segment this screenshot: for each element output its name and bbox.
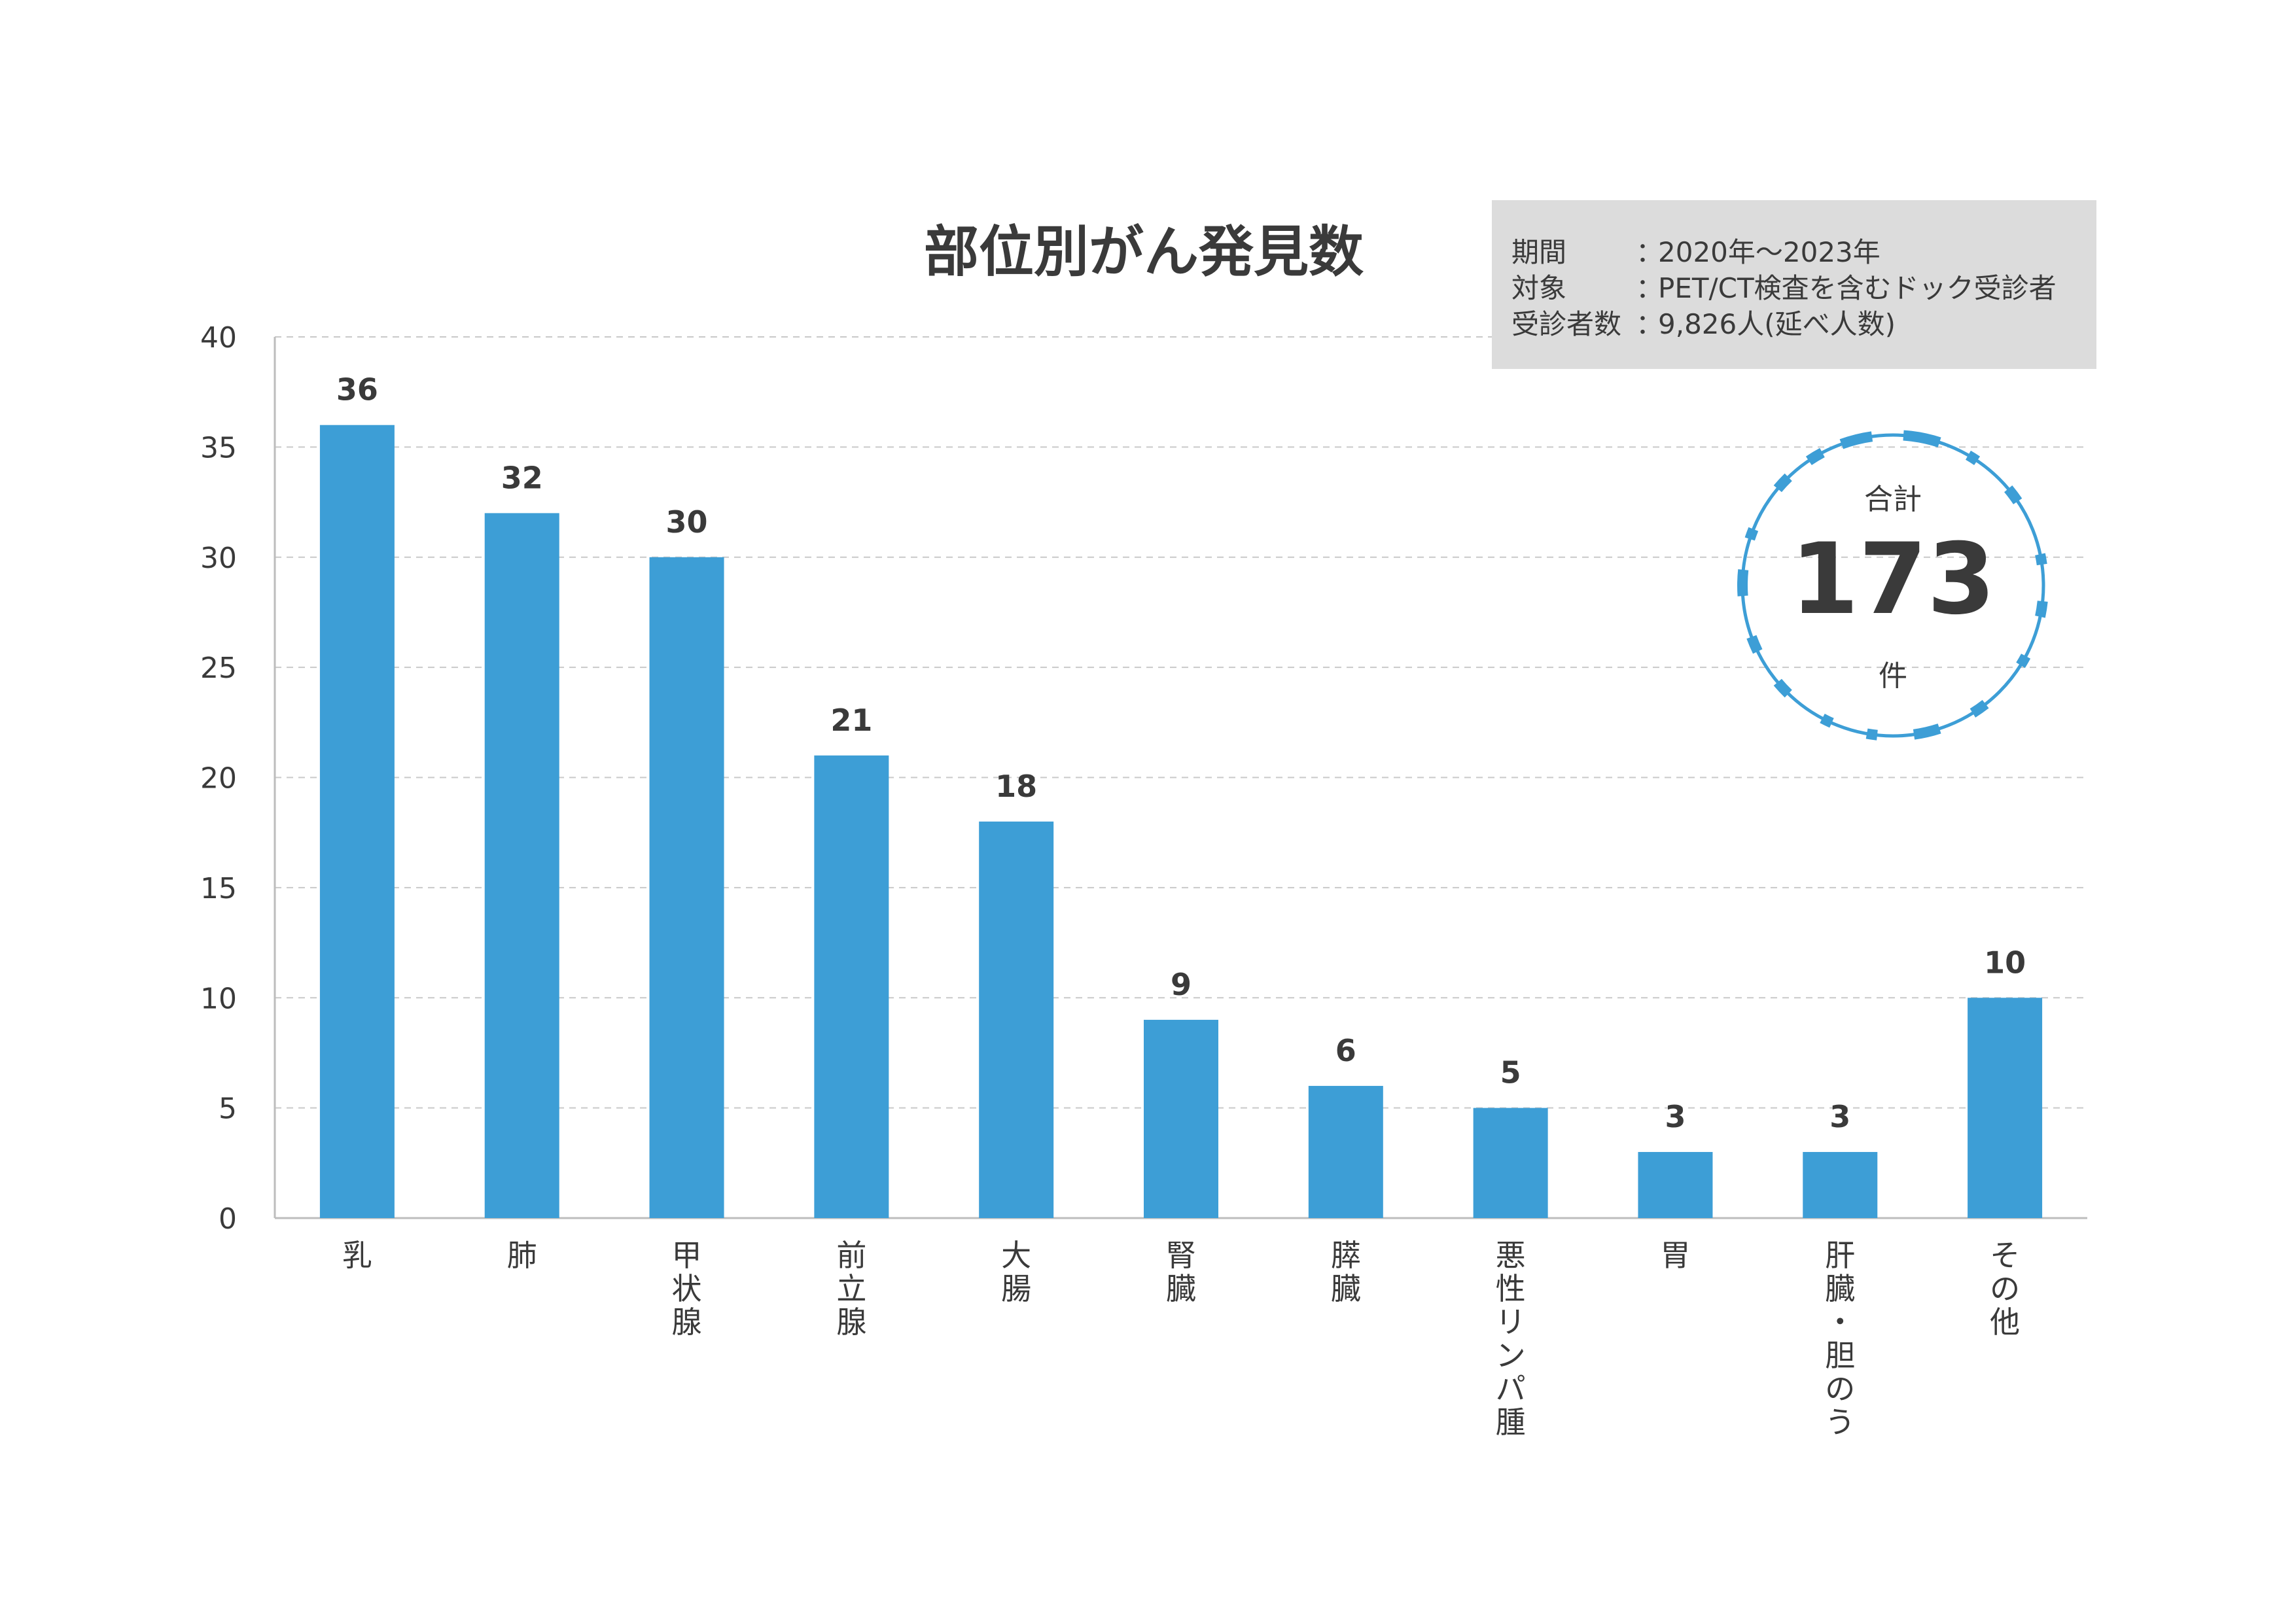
info-sep: ： [1636, 236, 1664, 268]
info-label: 期間 [1511, 236, 1567, 268]
ring-accent [2035, 601, 2048, 618]
info-row-period: 期間 ： 2020年〜2023年 [1511, 234, 2096, 270]
bar-value-label: 9 [1171, 967, 1192, 1002]
category-label: 甲状腺 [672, 1238, 702, 1340]
ring-accent [1969, 699, 1989, 718]
bar-value-label: 36 [336, 372, 378, 408]
ring-accent [1773, 678, 1792, 698]
info-value: PET/CT検査を含むドック受診者 [1658, 272, 2057, 304]
y-tick-label: 20 [200, 762, 237, 795]
y-tick-label: 30 [200, 542, 237, 575]
ring-accent [1865, 728, 1878, 741]
ring-accent [2035, 553, 2047, 566]
info-row-target: 対象 ： PET/CT検査を含むドック受診者 [1511, 270, 2096, 306]
total-label: 合計 [1864, 483, 1922, 516]
ring-accent [1746, 635, 1763, 654]
y-tick-label: 25 [200, 652, 237, 685]
bar [1144, 1019, 1218, 1218]
total-unit: 件 [1879, 659, 1907, 693]
bars [319, 425, 2043, 1219]
chart-title: 部位別がん発見数 [924, 220, 1364, 284]
category-label: その他 [1990, 1238, 2020, 1340]
ring-accent [1913, 724, 1941, 740]
y-tick-label: 5 [219, 1092, 237, 1126]
bar [1473, 1108, 1548, 1218]
category-label: 悪性リンパ腫 [1496, 1238, 1526, 1440]
bar [319, 425, 395, 1219]
category-label: 大腸 [1001, 1238, 1031, 1306]
info-value: 9,826人(延べ人数) [1658, 308, 1896, 340]
ring-accent [1965, 450, 1981, 465]
info-row-examinees: 受診者数 ： 9,826人(延べ人数) [1511, 306, 2096, 342]
category-label: 膵臓 [1331, 1238, 1361, 1306]
ring-accent [1820, 713, 1834, 728]
category-label: 胃 [1660, 1238, 1690, 1273]
category-label: 腎臓 [1166, 1238, 1196, 1306]
bar [1308, 1085, 1383, 1218]
info-label: 受診者数 [1511, 308, 1622, 340]
total-value: 173 [1790, 523, 1995, 637]
bar-value-label: 32 [501, 460, 543, 495]
category-label: 前立腺 [836, 1238, 866, 1340]
ring-accent [2004, 485, 2022, 504]
total-ring-accents [1737, 430, 2048, 741]
info-label: 対象 [1511, 272, 1567, 304]
bar-value-label: 3 [1665, 1099, 1686, 1134]
bar-value-label: 3 [1829, 1099, 1850, 1134]
y-tick-label: 0 [219, 1202, 237, 1236]
total-badge: 合計 173 件 [1737, 430, 2048, 741]
info-box: 期間 ： 2020年〜2023年 対象 ： PET/CT検査を含むドック受診者 … [1492, 200, 2096, 369]
category-label: 肺 [507, 1238, 537, 1273]
bar-value-label: 21 [830, 703, 872, 738]
bar [484, 513, 559, 1218]
info-value: 2020年〜2023年 [1658, 236, 1881, 268]
bar [814, 755, 889, 1218]
labels: 051015202530354036乳32肺30甲状腺21前立腺18大腸9腎臓6… [200, 321, 2026, 1440]
bar-value-label: 6 [1335, 1033, 1356, 1068]
bar-value-label: 30 [666, 504, 708, 540]
y-tick-label: 10 [200, 982, 237, 1015]
y-tick-label: 15 [200, 872, 237, 905]
ring-accent [1903, 430, 1941, 447]
bar [1638, 1151, 1713, 1218]
bar-value-label: 5 [1500, 1055, 1521, 1091]
bar [1968, 998, 2043, 1218]
ring-accent [1805, 447, 1825, 465]
category-label: 肝臓・胆のう [1825, 1238, 1855, 1440]
ring-accent [1744, 527, 1759, 541]
ring-accent [1737, 569, 1749, 597]
info-sep: ： [1636, 272, 1664, 304]
info-sep: ： [1636, 308, 1664, 340]
bar [1803, 1151, 1878, 1218]
bar-value-label: 10 [1984, 945, 2026, 980]
y-tick-label: 40 [200, 321, 237, 355]
bar [979, 821, 1054, 1218]
bar [649, 557, 724, 1218]
ring-accent [1839, 431, 1873, 449]
ring-accent [1773, 473, 1792, 493]
bar-value-label: 18 [995, 769, 1037, 804]
category-label: 乳 [342, 1238, 372, 1273]
ring-accent [2016, 654, 2031, 669]
y-tick-label: 35 [200, 431, 237, 464]
